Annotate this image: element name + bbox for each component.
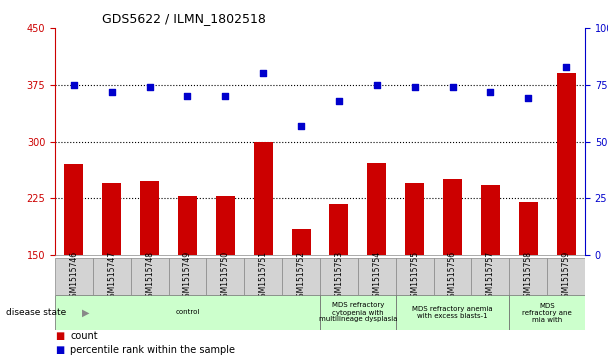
Bar	[207, 258, 244, 295]
Bar	[434, 258, 471, 295]
Bar	[519, 202, 537, 363]
Text: ■: ■	[55, 345, 64, 355]
Bar	[178, 196, 197, 363]
Bar	[140, 181, 159, 363]
Point	[182, 93, 192, 99]
Bar	[320, 258, 358, 295]
Text: GSM1515750: GSM1515750	[221, 251, 230, 302]
Text: GSM1515747: GSM1515747	[107, 251, 116, 302]
Text: GSM1515756: GSM1515756	[448, 251, 457, 302]
Point	[410, 84, 420, 90]
Bar	[330, 204, 348, 363]
Point	[523, 95, 533, 101]
Point	[107, 89, 117, 94]
Text: ■: ■	[55, 331, 64, 341]
Bar	[471, 258, 510, 295]
Text: disease state: disease state	[6, 308, 66, 317]
Text: MDS refractory anemia
with excess blasts-1: MDS refractory anemia with excess blasts…	[412, 306, 493, 319]
Bar	[358, 258, 396, 295]
Bar	[282, 258, 320, 295]
Bar	[168, 258, 207, 295]
Point	[296, 123, 306, 129]
Bar	[320, 295, 396, 330]
Point	[145, 84, 154, 90]
Bar	[396, 258, 434, 295]
Bar	[556, 73, 576, 363]
Point	[258, 70, 268, 76]
Bar	[292, 229, 311, 363]
Text: GSM1515755: GSM1515755	[410, 251, 419, 302]
Bar	[64, 164, 83, 363]
Bar	[481, 185, 500, 363]
Bar	[55, 295, 320, 330]
Bar	[131, 258, 168, 295]
Text: GSM1515759: GSM1515759	[562, 251, 570, 302]
Bar	[405, 183, 424, 363]
Bar	[443, 179, 462, 363]
Text: GSM1515751: GSM1515751	[259, 251, 268, 302]
Bar	[244, 258, 282, 295]
Bar	[510, 258, 547, 295]
Bar	[216, 196, 235, 363]
Bar	[367, 163, 386, 363]
Text: GSM1515754: GSM1515754	[372, 251, 381, 302]
Bar	[510, 295, 585, 330]
Text: percentile rank within the sample: percentile rank within the sample	[70, 345, 235, 355]
Point	[372, 82, 382, 87]
Text: GSM1515752: GSM1515752	[297, 251, 306, 302]
Text: GSM1515758: GSM1515758	[523, 251, 533, 302]
Bar	[396, 295, 510, 330]
Bar	[93, 258, 131, 295]
Text: GSM1515748: GSM1515748	[145, 251, 154, 302]
Point	[69, 82, 79, 87]
Bar	[102, 183, 121, 363]
Text: GSM1515753: GSM1515753	[334, 251, 344, 302]
Text: ▶: ▶	[82, 307, 89, 318]
Point	[334, 98, 344, 103]
Text: GDS5622 / ILMN_1802518: GDS5622 / ILMN_1802518	[102, 12, 265, 25]
Text: count: count	[70, 331, 98, 341]
Text: MDS
refractory ane
mia with: MDS refractory ane mia with	[522, 302, 572, 322]
Point	[486, 89, 496, 94]
Text: GSM1515749: GSM1515749	[183, 251, 192, 302]
Text: control: control	[175, 310, 199, 315]
Point	[221, 93, 230, 99]
Point	[561, 64, 571, 69]
Text: GSM1515746: GSM1515746	[69, 251, 78, 302]
Bar	[547, 258, 585, 295]
Point	[447, 84, 457, 90]
Text: GSM1515757: GSM1515757	[486, 251, 495, 302]
Bar	[254, 142, 272, 363]
Bar	[55, 258, 93, 295]
Text: MDS refractory
cytopenia with
multilineage dysplasia: MDS refractory cytopenia with multilinea…	[319, 302, 397, 322]
